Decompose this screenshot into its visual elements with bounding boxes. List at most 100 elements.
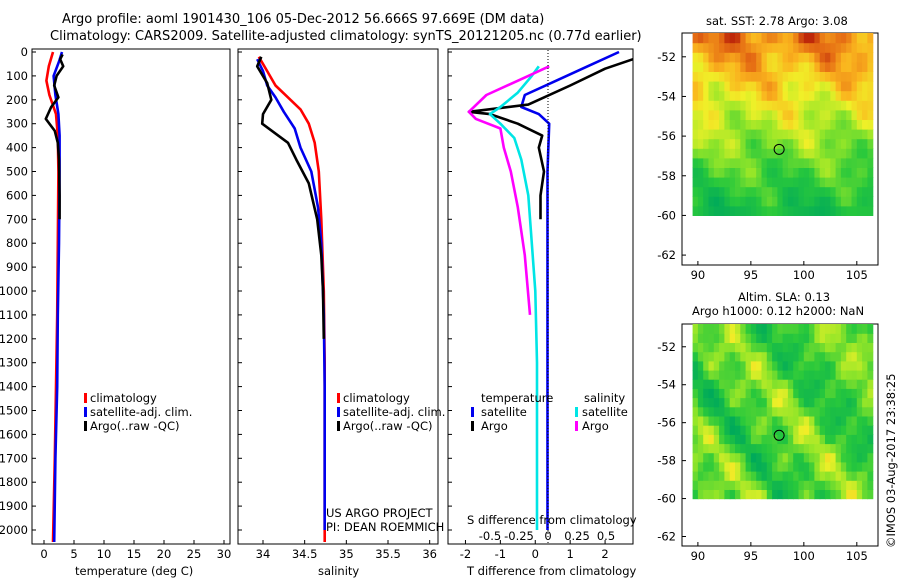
heatmap-cell [724, 100, 731, 111]
heatmap-cell [719, 388, 725, 399]
x-tick-label: 30 [217, 547, 232, 561]
heatmap-cell [825, 177, 831, 188]
heatmap-cell [798, 406, 805, 417]
heatmap-cell [756, 333, 763, 343]
heatmap-cell [756, 342, 763, 353]
heatmap-cell [819, 388, 826, 399]
heatmap-cell [856, 205, 863, 216]
temperature-axis-label: temperature (deg C) [75, 564, 194, 578]
profile3-series-3-line [488, 65, 540, 530]
heatmap-cell [867, 379, 874, 389]
heatmap-cell [867, 369, 874, 380]
heatmap-cell [840, 471, 847, 481]
x-tick-label: 5 [70, 547, 77, 561]
heatmap-cell [745, 100, 752, 111]
heatmap-cell [719, 205, 725, 216]
heatmap-cell [740, 157, 747, 168]
heatmap-cell [735, 81, 741, 92]
heatmap-cell [719, 167, 725, 178]
heatmap-cell [745, 33, 752, 44]
legend3-temperature-title: temperature [481, 391, 554, 405]
heatmap-cell [809, 333, 815, 343]
heatmap-cell [803, 61, 810, 72]
heatmap-cell [745, 186, 752, 197]
heatmap-cell [772, 415, 778, 426]
heatmap-cell [846, 157, 853, 168]
heatmap-cell [856, 138, 863, 149]
heatmap-cell [787, 119, 794, 130]
heatmap-cell [846, 388, 853, 399]
heatmap-cell [735, 138, 741, 149]
heatmap-cell [729, 61, 736, 72]
heatmap-cell [772, 351, 778, 362]
heatmap-cell [766, 148, 773, 159]
heatmap-cell [777, 471, 784, 481]
heatmap-cell [697, 489, 704, 500]
legend3-s-argo-label: Argo [582, 419, 609, 433]
heatmap-cell [713, 351, 720, 362]
heatmap-cell [825, 351, 831, 362]
heatmap-cell [772, 379, 778, 389]
heatmap-cell [729, 397, 736, 408]
heatmap-cell [856, 33, 863, 44]
heatmap-cell [703, 388, 710, 399]
heatmap-cell [835, 71, 842, 82]
heatmap-cell [777, 452, 784, 463]
heatmap-cell [803, 324, 810, 334]
heatmap-cell [740, 61, 747, 72]
heatmap-cell [719, 324, 725, 334]
heatmap-cell [756, 109, 763, 120]
heatmap-cell [761, 415, 768, 426]
heatmap-cell [724, 157, 731, 168]
heatmap-cell [782, 360, 789, 371]
float-position-marker [773, 143, 785, 155]
heatmap-cell [745, 205, 752, 216]
heatmap-cell [787, 52, 794, 63]
heatmap-cell [819, 186, 826, 197]
heatmap-cell [782, 333, 789, 343]
heatmap-cell [830, 167, 837, 178]
heatmap-cell [819, 61, 826, 72]
heatmap-cell [803, 90, 810, 101]
heatmap-cell [782, 388, 789, 399]
heatmap-cell [708, 471, 715, 481]
heatmap-cell [798, 461, 805, 472]
heatmap-cell [825, 205, 831, 216]
heatmap-cell [840, 415, 847, 426]
heatmap-cell [856, 186, 863, 197]
heatmap-cell [867, 148, 874, 159]
heatmap-cell [777, 415, 784, 426]
heatmap-cell [803, 397, 810, 408]
heatmap-cell [830, 186, 837, 197]
heatmap-cell [782, 157, 789, 168]
heatmap-cell [830, 480, 837, 490]
heatmap-cell [756, 351, 763, 362]
heatmap-cell [782, 90, 789, 101]
heatmap-cell [803, 388, 810, 399]
heatmap-cell [750, 52, 757, 63]
heatmap-cell [692, 489, 699, 500]
heatmap-cell [862, 351, 868, 362]
heatmap-cell [756, 397, 763, 408]
heatmap-cell [772, 388, 778, 399]
heatmap-cell [787, 177, 794, 188]
heatmap-cell [777, 61, 784, 72]
heatmap-cell [692, 129, 699, 140]
heatmap-cell [745, 71, 752, 82]
heatmap-cell [692, 177, 699, 188]
heatmap-cell [724, 205, 731, 216]
heatmap-cell [846, 71, 853, 82]
heatmap-cell [840, 119, 847, 130]
heatmap-cell [787, 138, 794, 149]
heatmap-cell [809, 100, 815, 111]
heatmap-cell [782, 351, 789, 362]
heatmap-cell [724, 167, 731, 178]
heatmap-cell [735, 388, 741, 399]
heatmap-cell [719, 100, 725, 111]
heatmap-cell [729, 42, 736, 53]
salinity-axis-label: salinity [318, 564, 360, 578]
heatmap-cell [814, 52, 821, 63]
heatmap-cell [830, 109, 837, 120]
heatmap-cell [862, 360, 868, 371]
heatmap-cell [772, 71, 778, 82]
